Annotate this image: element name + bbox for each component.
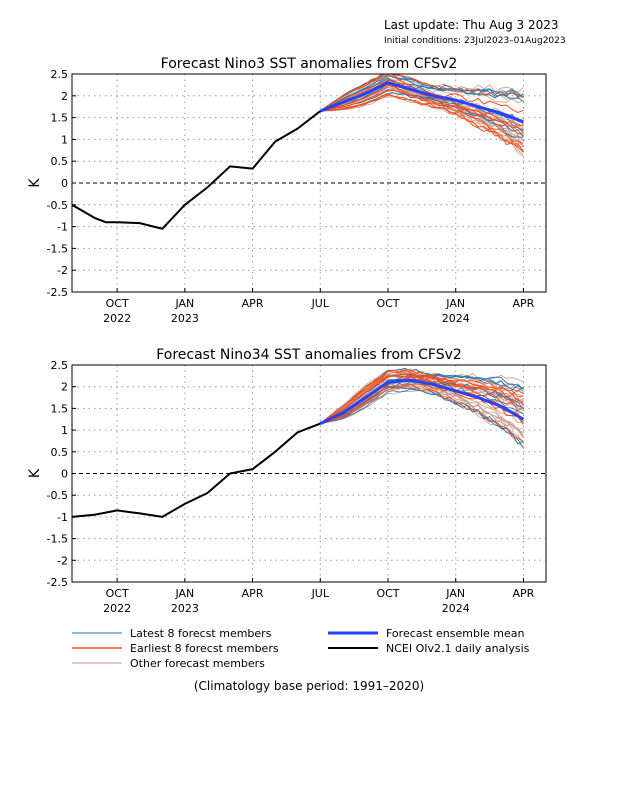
plot-area <box>72 367 525 518</box>
y-tick-label: -2 <box>57 264 68 277</box>
x-tick-year-label: 2022 <box>103 312 131 325</box>
initial-conditions-label: Initial conditions: 23Jul2023–01Aug2023 <box>384 36 566 46</box>
x-tick-label: APR <box>242 297 264 310</box>
x-tick-label: APR <box>513 297 535 310</box>
x-tick-year-label: 2024 <box>442 312 470 325</box>
y-axis-label: K <box>27 468 43 478</box>
x-tick-label: APR <box>513 587 535 600</box>
y-tick-label: 0.5 <box>51 155 69 168</box>
legend-label: Latest 8 forecst members <box>130 627 272 640</box>
y-tick-label: 0.5 <box>51 446 69 459</box>
earliest-forecast-member <box>320 383 524 442</box>
y-tick-label: -2 <box>57 554 68 567</box>
ensemble-mean-line <box>319 378 525 425</box>
legend: Latest 8 forecst members Forecast ensembl… <box>72 627 530 670</box>
ensemble-mean-line <box>319 81 524 124</box>
y-tick-label: 1.5 <box>51 112 69 125</box>
y-tick-label: 0 <box>61 177 68 190</box>
latest-forecast-member <box>320 82 524 112</box>
climatology-footnote: (Climatology base period: 1991–2020) <box>194 679 424 693</box>
x-tick-year-label: 2023 <box>171 602 199 615</box>
chart-title: Forecast Nino34 SST anomalies from CFSv2 <box>156 347 462 363</box>
x-tick-label: JUL <box>311 587 330 600</box>
y-tick-label: -1.5 <box>47 533 68 546</box>
nino3-panel: Forecast Nino3 SST anomalies from CFSv2 K… <box>27 56 547 325</box>
legend-label: NCEI OIv2.1 daily analysis <box>386 642 530 655</box>
earliest-forecast-member <box>319 369 524 424</box>
y-tick-label: -2.5 <box>47 576 68 589</box>
y-tick-label: 0 <box>61 468 68 481</box>
latest-forecast-member <box>320 74 524 124</box>
earliest-forecast-member <box>319 373 524 425</box>
x-tick-label: JAN <box>174 587 194 600</box>
x-tick-label: JAN <box>174 297 194 310</box>
x-tick-label: JAN <box>445 297 465 310</box>
legend-label: Other forecast members <box>130 657 265 670</box>
chart-title: Forecast Nino3 SST anomalies from CFSv2 <box>161 56 458 72</box>
observed-analysis-line <box>72 110 321 230</box>
earliest-forecast-member <box>320 375 524 425</box>
plot-area <box>72 74 524 230</box>
legend-label: Forecast ensemble mean <box>386 627 525 640</box>
x-tick-year-label: 2024 <box>442 602 470 615</box>
y-tick-label: 2.5 <box>51 359 69 372</box>
earliest-forecast-member <box>320 375 524 425</box>
x-tick-label: OCT <box>376 587 399 600</box>
plot-frame <box>71 73 547 293</box>
y-tick-label: -1.5 <box>47 242 68 255</box>
earliest-forecast-member <box>320 94 524 153</box>
earliest-forecast-member <box>320 79 524 126</box>
y-tick-label: 1 <box>61 133 68 146</box>
x-tick-year-label: 2023 <box>171 312 199 325</box>
nino34-panel: Forecast Nino34 SST anomalies from CFSv2… <box>27 347 547 615</box>
y-tick-label: 1.5 <box>51 402 69 415</box>
plot-frame <box>71 364 547 583</box>
x-tick-label: OCT <box>106 587 129 600</box>
x-tick-label: APR <box>242 587 264 600</box>
y-axis-label: K <box>27 178 43 188</box>
x-tick-year-label: 2022 <box>103 602 131 615</box>
y-tick-label: 1 <box>61 424 68 437</box>
y-tick-label: -1 <box>57 221 68 234</box>
x-tick-label: JAN <box>445 587 465 600</box>
x-tick-label: OCT <box>376 297 399 310</box>
x-tick-label: JUL <box>311 297 330 310</box>
y-tick-label: -0.5 <box>47 489 68 502</box>
y-tick-label: -2.5 <box>47 286 68 299</box>
last-update-label: Last update: Thu Aug 3 2023 <box>384 18 559 32</box>
y-tick-label: -1 <box>57 511 68 524</box>
other-forecast-member <box>320 385 524 437</box>
y-tick-label: 2.5 <box>51 68 69 81</box>
x-tick-label: OCT <box>106 297 129 310</box>
legend-label: Earliest 8 forecst members <box>130 642 279 655</box>
y-tick-label: -0.5 <box>47 199 68 212</box>
observed-analysis-line <box>72 422 321 518</box>
y-tick-label: 2 <box>61 90 68 103</box>
earliest-forecast-member <box>320 89 524 135</box>
y-tick-label: 2 <box>61 381 68 394</box>
